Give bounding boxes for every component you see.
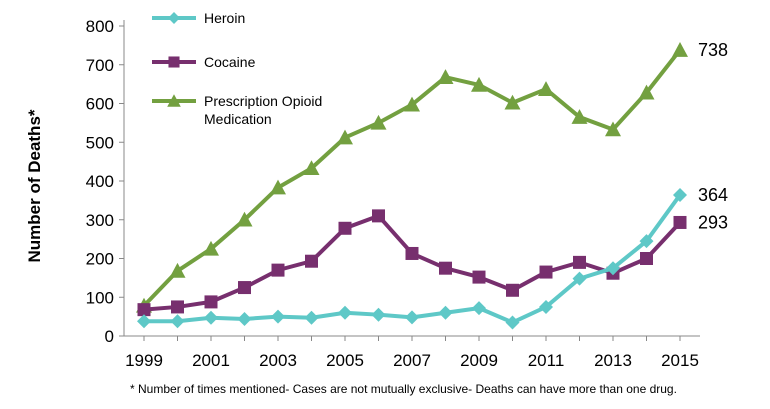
data-point	[271, 309, 285, 324]
data-point	[238, 281, 251, 295]
x-tick-label: 2009	[460, 351, 498, 370]
data-point	[338, 221, 352, 235]
series-line	[143, 213, 682, 312]
data-point	[167, 94, 181, 107]
data-point	[169, 262, 186, 278]
data-point	[606, 261, 620, 276]
data-point	[640, 252, 653, 265]
data-point	[270, 179, 286, 195]
data-point	[638, 84, 655, 100]
x-tick-label: 2013	[594, 351, 632, 370]
legend: Heroin Cocaine Prescription Opioid Medicati…	[152, 10, 322, 127]
y-tick-label: 300	[86, 211, 114, 230]
legend-item: Cocaine	[152, 54, 256, 70]
data-point	[204, 310, 218, 325]
data-point	[538, 81, 554, 96]
data-point	[505, 315, 520, 330]
data-point	[137, 314, 151, 329]
data-point	[605, 121, 621, 137]
x-tick-label: 2011	[528, 351, 565, 370]
data-point	[170, 314, 185, 329]
y-tick-label: 500	[86, 133, 114, 152]
y-tick-label: 800	[86, 17, 114, 36]
data-point	[539, 265, 553, 279]
data-point	[271, 263, 285, 277]
data-point	[572, 271, 587, 286]
data-point	[571, 109, 588, 124]
data-point	[337, 129, 353, 145]
data-point	[137, 303, 151, 317]
data-point	[573, 255, 586, 269]
data-point	[304, 310, 319, 325]
data-point	[539, 299, 553, 314]
data-point	[471, 76, 487, 92]
data-point	[303, 160, 320, 176]
data-point	[405, 246, 419, 260]
data-point	[371, 307, 386, 322]
y-tick-label: 600	[86, 95, 114, 114]
footnote: * Number of times mentioned- Cases are n…	[130, 382, 677, 396]
data-point	[504, 94, 521, 110]
data-point	[168, 12, 180, 24]
y-tick-label: 700	[86, 56, 114, 75]
data-point	[672, 42, 688, 57]
data-point	[236, 211, 253, 227]
data-point	[372, 209, 385, 223]
data-point	[168, 56, 180, 68]
data-point	[370, 114, 387, 130]
legend-label: Prescription Opioid Medication	[204, 93, 322, 127]
data-point	[472, 301, 486, 316]
end-value-label: 364	[698, 185, 728, 205]
x-tick-label: 1999	[125, 351, 163, 370]
y-axis-label: Number of Deaths*	[25, 109, 44, 262]
y-tick-label: 400	[86, 172, 114, 191]
data-point	[305, 254, 318, 268]
end-value-label: 738	[698, 40, 728, 60]
x-tick-label: 2015	[661, 351, 699, 370]
data-point	[437, 69, 454, 84]
x-tick-label: 2007	[393, 351, 431, 370]
y-axis: 0 100 200 300 400 500 600 700 800	[86, 17, 124, 346]
legend-item: Heroin	[152, 10, 245, 26]
data-point	[506, 283, 519, 297]
data-point	[338, 305, 352, 320]
data-point	[438, 305, 453, 320]
end-value-label: 293	[698, 212, 728, 232]
legend-label: Cocaine	[204, 54, 256, 70]
legend-item: Prescription Opioid Medication	[152, 93, 322, 127]
x-axis: 1999 2001 2003 2005 2007 2009 2011 2013 2015	[125, 336, 699, 370]
data-point	[673, 187, 687, 202]
data-point	[405, 310, 419, 325]
series-heroin: 364	[137, 185, 728, 330]
y-tick-label: 100	[86, 288, 114, 307]
data-point	[171, 300, 184, 314]
x-tick-label: 2001	[192, 351, 230, 370]
legend-label: Heroin	[204, 10, 245, 26]
data-point	[237, 311, 252, 326]
x-tick-label: 2005	[326, 351, 364, 370]
series-cocaine: 293	[137, 209, 728, 317]
series-prescription-opioid-medication: 738	[136, 40, 728, 313]
data-point	[673, 215, 687, 229]
data-point	[203, 240, 219, 256]
data-point	[404, 96, 420, 112]
x-tick-label: 2003	[259, 351, 297, 370]
data-point	[204, 295, 218, 309]
line-chart: Number of Deaths* 0 100 200 300 400 500 600 700…	[25, 10, 728, 370]
data-point	[472, 270, 486, 284]
y-tick-label: 200	[86, 250, 114, 269]
series-group: 738 293 364	[136, 40, 728, 330]
data-point	[639, 234, 654, 249]
y-tick-label: 0	[105, 327, 114, 346]
data-point	[439, 261, 452, 275]
